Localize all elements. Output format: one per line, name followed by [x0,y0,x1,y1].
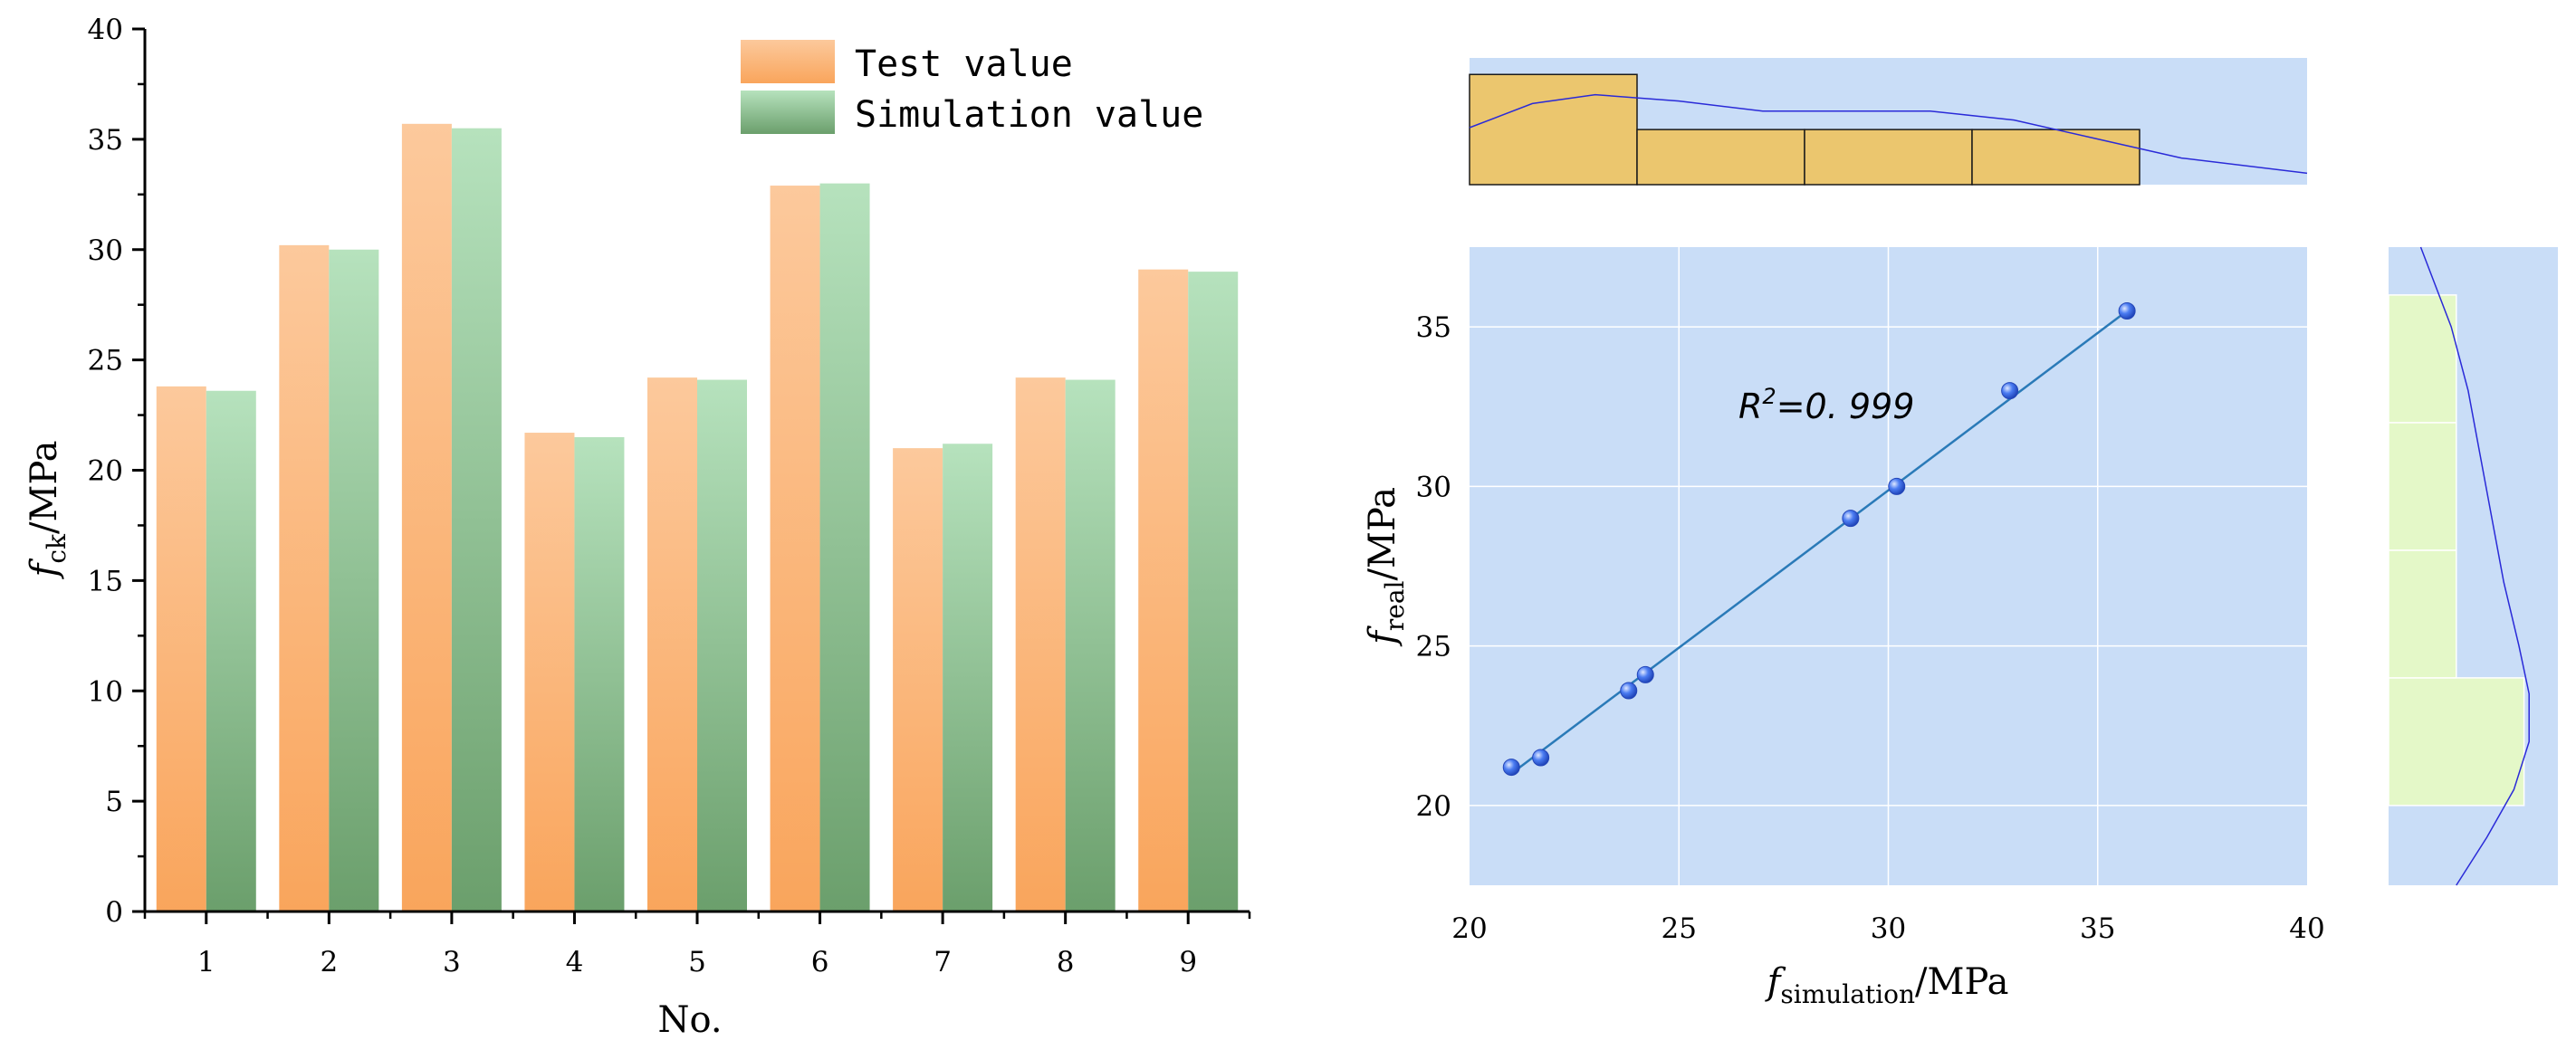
top-histogram-bin [1804,129,1973,186]
scatter-y-tick-label: 35 [1416,311,1451,344]
bar-simulation-8 [1065,379,1116,912]
bar-x-tick-label: 4 [566,946,584,978]
bar-y-axis-title: fck/MPa [24,441,72,580]
bar-y-tick-label: 35 [88,124,123,157]
bar-y-tick-label: 25 [88,345,123,377]
scatter-plot: 20 25 30 35 40 20 25 30 35 R2=0. 999 fsimulatio… [1362,247,2325,1009]
bar-simulation-9 [1188,272,1239,912]
scatter-x-axis-title: fsimulation/MPa [1765,961,2009,1009]
r-squared-annotation: R2=0. 999 [1738,384,1914,426]
bar-test-7 [893,448,943,912]
bar-test-6 [770,186,820,912]
top-density-curve [1469,93,2308,175]
right-histogram-bin [2388,422,2457,551]
bar-y-ticks: 0 5 10 15 20 25 30 35 40 [88,14,145,929]
scatter-x-tick-label: 40 [2289,912,2324,945]
bar-y-tick-label: 15 [88,565,123,597]
bar-test-3 [401,123,452,912]
right-histogram-bin [2388,677,2525,807]
scatter-y-axis-title: freal/MPa [1362,487,1410,647]
bar-y-tick-label: 5 [105,786,123,818]
bar-test-4 [524,433,575,912]
top-histogram-bins [1469,73,2140,186]
bar-x-tick-label: 5 [688,946,706,978]
right-histogram-bin [2388,549,2457,679]
bar-test-8 [1015,377,1066,912]
legend-label-test: Test value [855,43,1073,85]
scatter-grid [1470,247,2307,885]
scatter-points [1502,302,2136,777]
top-histogram-bin [1636,129,1805,186]
bar-x-tick-label: 9 [1179,946,1197,978]
bar-simulation-1 [206,390,256,912]
scatter-x-tick-label: 20 [1451,912,1487,945]
scatter-x-tick-label: 30 [1871,912,1906,945]
scatter-point [2001,382,2019,400]
bar-simulation-4 [574,436,625,912]
scatter-y-tick-label: 20 [1416,790,1451,823]
bar-chart: 0 5 10 15 20 25 30 35 40 1 2 3 4 5 6 7 8 9 No. fck/MPa T… [24,14,1251,1041]
legend: Test value Simulation value [741,40,1203,136]
bar-x-tick-label: 8 [1057,946,1075,978]
bar-simulation-6 [819,183,870,912]
scatter-point [1636,665,1654,683]
bar-x-ticks: 1 2 3 4 5 6 7 8 9 [143,912,1251,978]
top-histogram-bin [1469,73,1638,186]
bar-x-tick-label: 7 [934,946,952,978]
top-histogram-bin [1971,129,2140,186]
bar-x-tick-label: 2 [320,946,338,978]
fit-line [1510,310,2128,775]
bar-y-tick-label: 40 [88,14,123,46]
bar-y-tick-label: 20 [88,455,123,488]
right-density-curve [2419,246,2530,886]
scatter-x-ticks: 20 25 30 35 40 [1451,912,2324,945]
bar-test-1 [156,386,206,912]
bar-test-2 [279,244,330,912]
right-histogram-bin [2388,294,2457,424]
scatter-y-tick-label: 30 [1416,471,1451,503]
bar-simulation-3 [451,128,502,912]
scatter-point [1888,477,1906,495]
scatter-point [1502,759,1520,777]
legend-swatch-simulation [741,91,835,134]
bar-x-tick-label: 6 [811,946,829,978]
bar-x-axis-title: No. [657,999,722,1041]
legend-label-simulation: Simulation value [855,94,1203,136]
right-histogram-bins [2388,294,2525,807]
bar-series-group [156,123,1239,912]
bar-simulation-2 [329,249,379,912]
bar-x-tick-label: 3 [443,946,461,978]
scatter-point [1532,749,1550,767]
scatter-point [1620,682,1638,700]
bar-simulation-7 [943,444,993,912]
bar-y-tick-label: 30 [88,234,123,267]
scatter-x-tick-label: 25 [1661,912,1697,945]
scatter-y-tick-label: 25 [1416,631,1451,663]
bar-test-9 [1138,269,1189,912]
bar-y-tick-label: 0 [105,896,123,929]
right-marginal-histogram [2388,246,2558,886]
bar-simulation-5 [697,379,747,912]
scatter-x-tick-label: 35 [2080,912,2115,945]
scatter-point [2118,302,2136,320]
legend-swatch-test [741,40,835,83]
scatter-point [1842,510,1860,528]
bar-x-tick-label: 1 [197,946,215,978]
bar-test-5 [647,377,697,912]
scatter-y-ticks: 20 25 30 35 [1416,311,1451,823]
bar-y-tick-label: 10 [88,675,123,708]
top-marginal-histogram [1469,58,2308,186]
